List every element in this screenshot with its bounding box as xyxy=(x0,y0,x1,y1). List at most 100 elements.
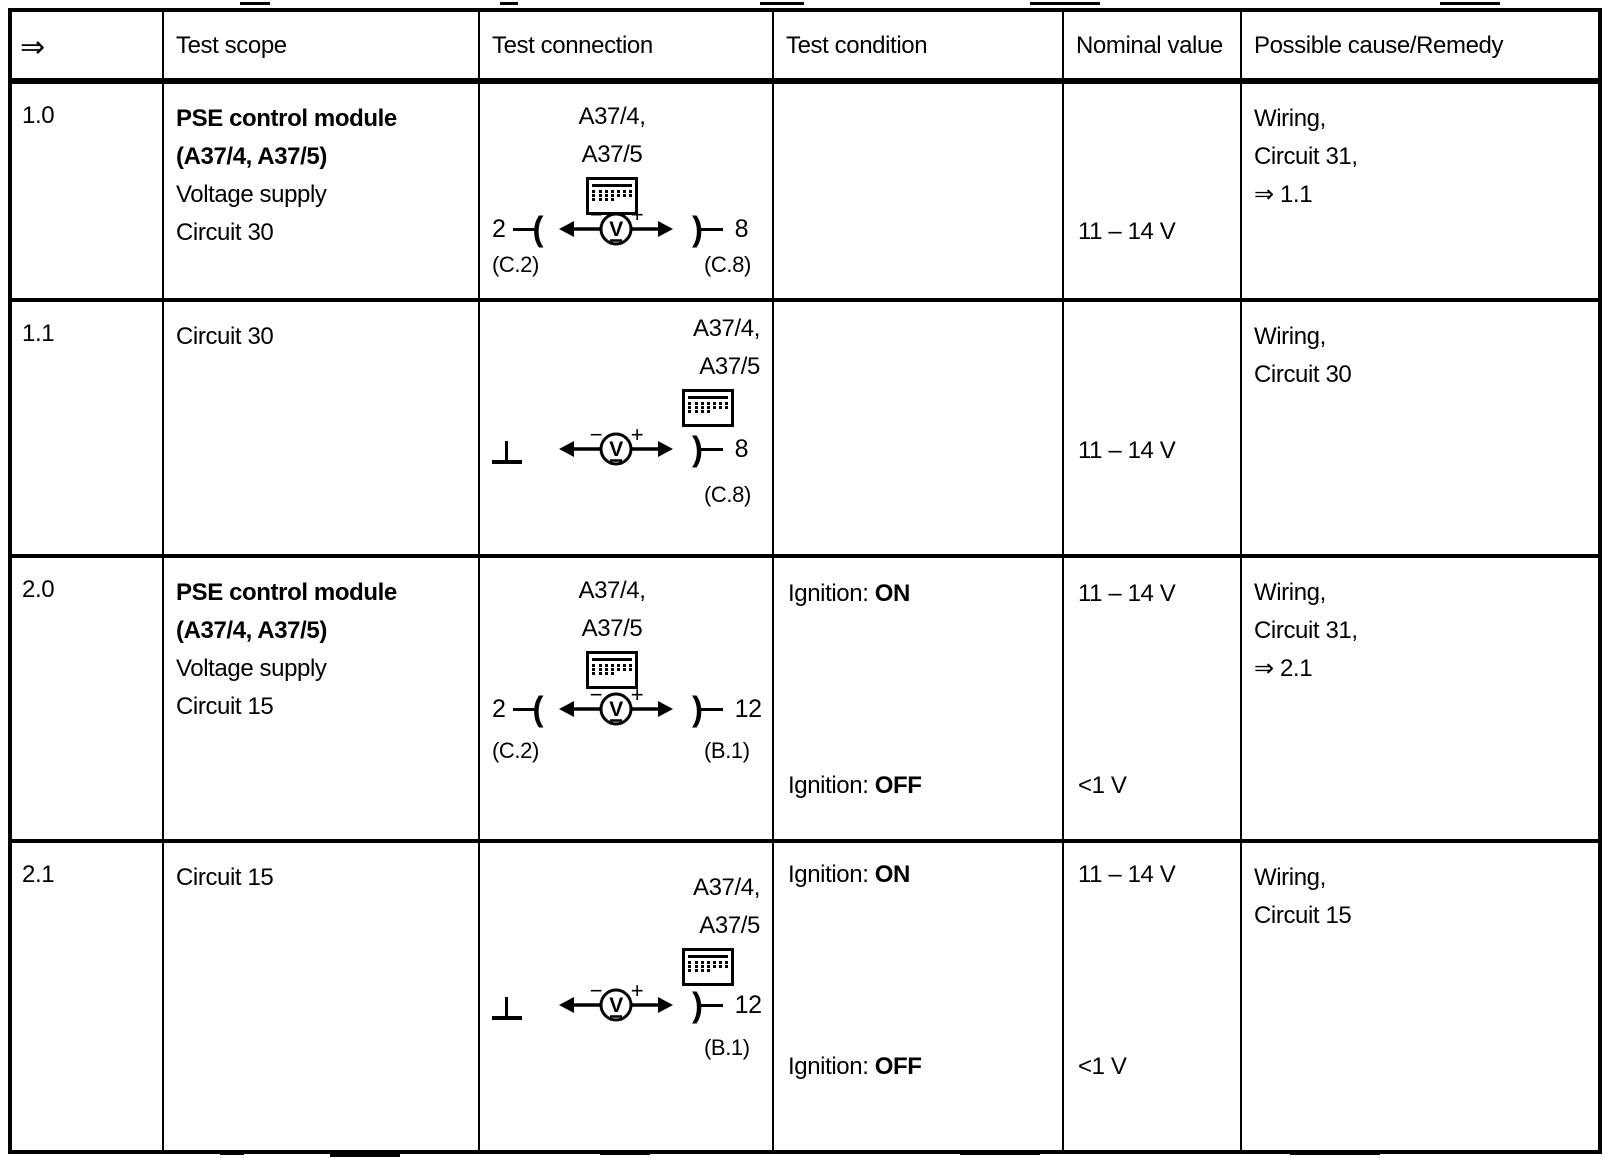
left-terminal xyxy=(492,441,522,465)
plus-sign: + xyxy=(631,983,643,1003)
test-condition-cell xyxy=(774,84,1064,302)
test-procedure-table: ⇒ Test scope Test connection Test condit… xyxy=(8,8,1602,1154)
socket-label: (C.2) xyxy=(492,252,539,277)
connector-icon-line xyxy=(688,396,728,399)
test-condition-cell: Ignition: ON Ignition: OFF xyxy=(774,558,1064,843)
condition-label: Ignition: xyxy=(788,1053,869,1080)
connector-icon-pins xyxy=(688,961,728,964)
contact-close-icon: ) xyxy=(692,209,703,248)
plus-sign: + xyxy=(631,427,643,447)
test-connection-cell: A37/4, A37/5 xyxy=(480,843,774,1150)
connector-icon-pins xyxy=(592,672,614,675)
remedy-cell: Wiring, Circuit 31, ⇒ 2.1 xyxy=(1242,558,1598,843)
connector-label-stack: A37/4, A37/5 xyxy=(480,98,744,215)
socket-label: (B.1) xyxy=(704,1035,750,1060)
nominal-value: <1 V xyxy=(1078,1053,1127,1080)
connector-icon xyxy=(682,948,734,986)
connector-label-stack: A37/4, A37/5 xyxy=(600,310,760,427)
scope-line: Circuit 30 xyxy=(176,323,274,350)
scope-modules: (A37/4, A37/5) xyxy=(176,143,327,170)
header-possible-cause: Possible cause/Remedy xyxy=(1242,12,1598,84)
module-label: A37/4, xyxy=(693,315,760,342)
condition-value: OFF xyxy=(874,1053,922,1080)
minus-sign: − xyxy=(590,427,602,447)
contact-close-icon: ) xyxy=(692,689,703,728)
contact-open-icon: ( xyxy=(532,689,544,728)
pin-number: 8 xyxy=(734,434,749,463)
test-scope-cell: PSE control module (A37/4, A37/5) Voltag… xyxy=(164,558,480,843)
voltmeter-letter: V xyxy=(609,994,623,1017)
condition-label: Ignition: xyxy=(788,580,869,607)
step-number: 1.0 xyxy=(12,84,164,302)
pin-number: 12 xyxy=(734,990,762,1019)
condition-value: ON xyxy=(874,861,911,888)
nominal-value: <1 V xyxy=(1078,772,1127,799)
remedy-cell: Wiring, Circuit 30 xyxy=(1242,302,1598,558)
step-number: 2.0 xyxy=(12,558,164,843)
header-test-connection: Test connection xyxy=(480,12,774,84)
header-test-condition: Test condition xyxy=(774,12,1064,84)
ground-icon-bar xyxy=(492,1016,522,1020)
ground-icon-stem xyxy=(505,441,508,460)
connector-icon-line xyxy=(688,955,728,958)
connector-label-stack: A37/4, A37/5 xyxy=(600,869,760,986)
wire-line xyxy=(700,227,723,231)
connector-icon xyxy=(682,389,734,427)
module-label: A37/5 xyxy=(581,141,643,168)
minus-sign: − xyxy=(590,687,602,707)
module-label: A37/4, xyxy=(693,874,760,901)
socket-label: (C.2) xyxy=(492,738,539,763)
connector-icon-pins xyxy=(592,190,632,193)
wire-line xyxy=(700,707,723,711)
remedy-line: Wiring, xyxy=(1254,323,1326,350)
test-scope-cell: PSE control module (A37/4, A37/5) Voltag… xyxy=(164,84,480,302)
pin-number: 8 xyxy=(734,214,749,243)
voltmeter-icon: V − + xyxy=(559,687,673,726)
connector-icon-pins xyxy=(688,410,710,413)
socket-labels: (C.2) (B.1) xyxy=(480,738,772,766)
voltmeter-letter: V xyxy=(609,438,623,461)
socket-label: (C.8) xyxy=(704,252,751,277)
test-connection-cell: A37/4, A37/5 2 ( xyxy=(480,84,774,302)
scan-artifact xyxy=(760,2,804,5)
condition-line: Ignition: OFF xyxy=(788,772,922,800)
scan-artifact xyxy=(1440,2,1500,5)
module-label: A37/4, xyxy=(578,103,646,130)
connector-icon-pins xyxy=(688,965,728,968)
plus-sign: + xyxy=(631,207,643,227)
connector-icon-pins xyxy=(688,406,728,409)
connector-icon-pins xyxy=(592,194,632,197)
pin-number: 12 xyxy=(734,694,762,723)
right-terminal: ) 12 xyxy=(692,689,762,728)
module-label: A37/4, xyxy=(578,577,646,604)
measurement-row: 2 ( V − + ) 8 xyxy=(480,207,772,251)
connector-icon-pins xyxy=(688,402,728,405)
pin-number: 2 xyxy=(492,694,506,723)
nominal-value: 11 – 14 V xyxy=(1078,580,1176,607)
wire-line xyxy=(700,447,723,451)
test-scope-cell: Circuit 15 xyxy=(164,843,480,1150)
scope-line: Circuit 15 xyxy=(176,693,274,720)
scan-artifact xyxy=(500,2,518,5)
module-label: A37/5 xyxy=(699,353,760,380)
ground-icon xyxy=(492,441,522,465)
remedy-line: Circuit 31, xyxy=(1254,143,1358,170)
connector-icon xyxy=(586,651,638,689)
remedy-line: Wiring, xyxy=(1254,105,1326,132)
step-number: 2.1 xyxy=(12,843,164,1150)
right-terminal: ) 8 xyxy=(692,209,749,248)
minus-sign: − xyxy=(590,983,602,1003)
voltmeter-icon: V − + xyxy=(559,207,673,246)
test-connection-cell: A37/4, A37/5 xyxy=(480,302,774,558)
scope-line: Circuit 30 xyxy=(176,219,274,246)
remedy-step-reference: ⇒ 1.1 xyxy=(1254,181,1313,208)
header-nominal-value: Nominal value xyxy=(1064,12,1242,84)
voltmeter-icon: V − + xyxy=(559,427,673,466)
measurement-row: V − + ) 8 xyxy=(480,427,772,471)
nominal-value: 11 – 14 V xyxy=(1078,218,1176,245)
left-terminal: 2 ( xyxy=(492,689,544,728)
nominal-value: 11 – 14 V xyxy=(1078,861,1176,888)
socket-labels: (B.1) xyxy=(480,1035,772,1063)
ground-icon xyxy=(492,997,522,1021)
socket-labels: (C.8) xyxy=(480,482,772,510)
